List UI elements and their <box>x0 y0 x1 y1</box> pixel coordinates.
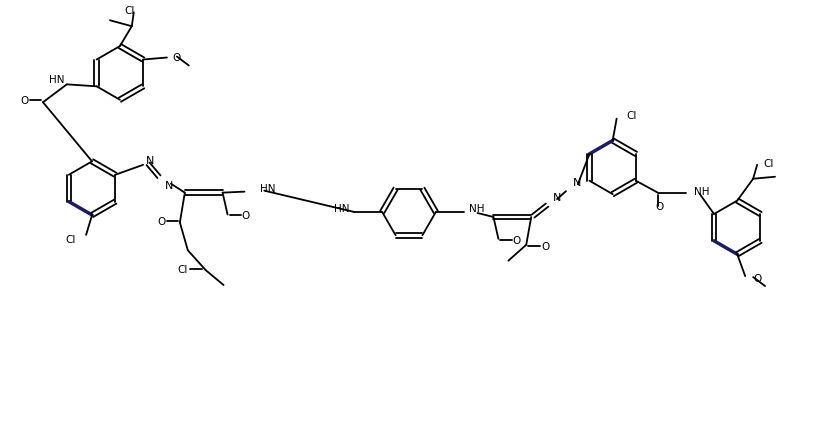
Text: N: N <box>146 156 155 166</box>
Text: O: O <box>542 241 550 251</box>
Text: HN: HN <box>49 75 65 85</box>
Text: Cl: Cl <box>627 111 637 120</box>
Text: N: N <box>573 178 581 188</box>
Text: Cl: Cl <box>178 264 188 274</box>
Text: HN: HN <box>334 203 349 214</box>
Text: NH: NH <box>694 186 709 196</box>
Text: HN: HN <box>260 183 276 193</box>
Text: O: O <box>512 235 520 245</box>
Text: N: N <box>553 193 561 203</box>
Text: Cl: Cl <box>65 234 76 244</box>
Text: O: O <box>241 211 249 221</box>
Text: O: O <box>753 273 762 283</box>
Text: NH: NH <box>469 203 484 214</box>
Text: N: N <box>164 180 173 190</box>
Text: O: O <box>656 201 664 211</box>
Text: O: O <box>172 52 180 62</box>
Text: Cl: Cl <box>124 6 135 16</box>
Text: Cl: Cl <box>763 159 774 169</box>
Text: O: O <box>158 217 166 227</box>
Text: O: O <box>20 96 29 106</box>
